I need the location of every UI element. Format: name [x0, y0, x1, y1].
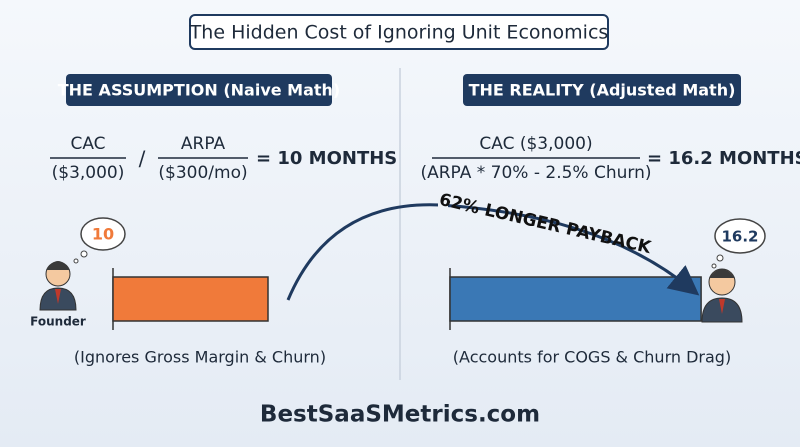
formula-text: CAC ($3,000) [479, 134, 592, 154]
heading-box [463, 74, 741, 106]
footer: BestSaaSMetrics.com [260, 402, 540, 428]
heading-box [66, 74, 332, 106]
formula-text: ($3,000) [52, 163, 125, 183]
thought-bubble [711, 218, 766, 269]
right-heading: THE REALITY (Adjusted Math) [469, 81, 736, 100]
bubble-value: 10 [92, 225, 114, 244]
formula-text: (ARPA * 70% - 2.5% Churn) [420, 163, 651, 183]
title-box [189, 14, 609, 50]
caption: (Accounts for COGS & Churn Drag) [453, 348, 731, 367]
formula-text: CAC [70, 134, 105, 154]
bubble-value: 16.2 [721, 228, 758, 246]
bar [112, 276, 269, 322]
person-label: Founder [30, 315, 86, 329]
operator: / [139, 147, 146, 171]
formula-result: = 10 MONTHS [256, 148, 397, 169]
thought-bubble [73, 217, 126, 264]
caption: (Ignores Gross Margin & Churn) [74, 348, 326, 367]
formula-text: ARPA [181, 134, 226, 154]
title: The Hidden Cost of Ignoring Unit Economi… [189, 22, 609, 44]
arrow-gap [438, 196, 448, 208]
formula-result: = 16.2 MONTHS [647, 148, 800, 169]
bar [449, 276, 702, 322]
worried-icon [701, 268, 743, 323]
formula-text: ($300/mo) [158, 163, 247, 183]
founder-icon [39, 261, 77, 311]
left-heading: THE ASSUMPTION (Naive Math) [58, 81, 341, 100]
